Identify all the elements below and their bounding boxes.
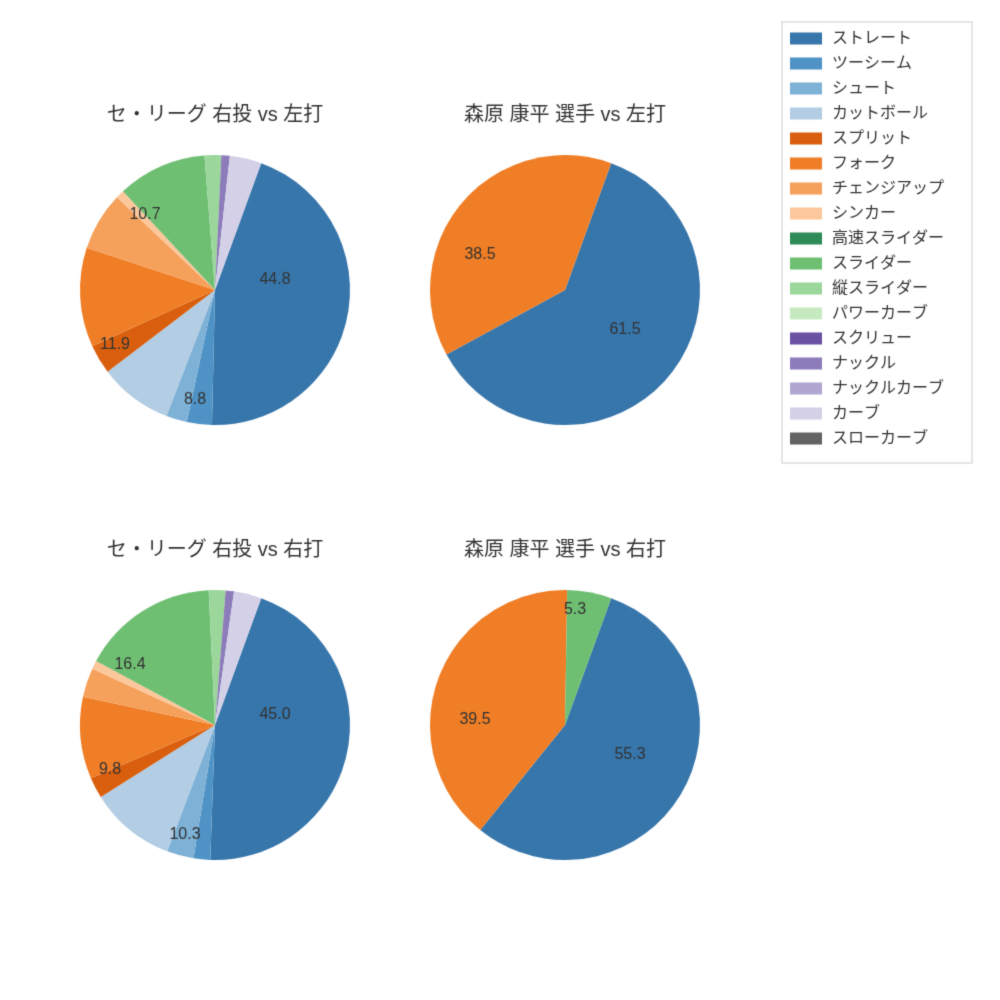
pitch-type-pie-grid	[0, 0, 1000, 1000]
